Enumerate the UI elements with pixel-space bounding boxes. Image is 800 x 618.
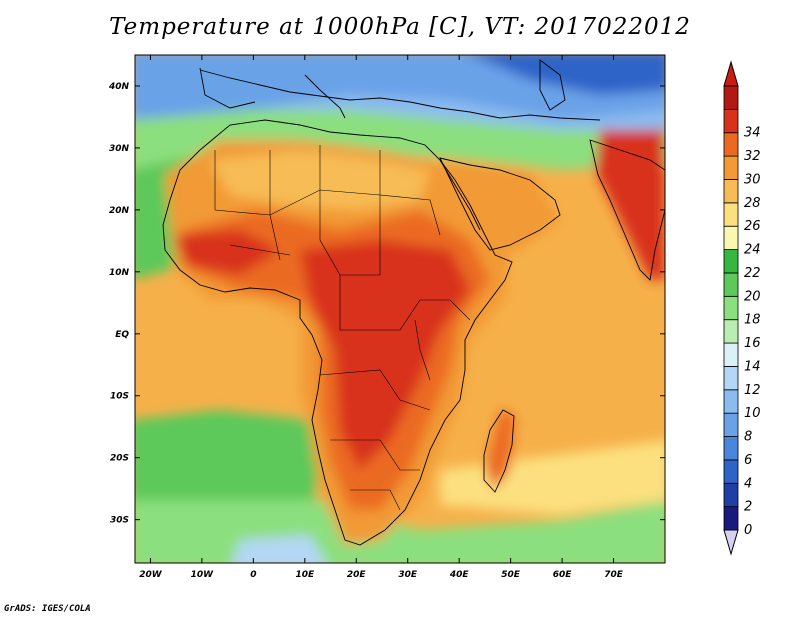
colorbar-label: 30	[744, 172, 761, 187]
colorbar-segment	[723, 295, 739, 321]
x-tick-label: 20E	[347, 570, 367, 580]
x-tick-label: 0	[250, 570, 256, 580]
madagascar-coastline	[483, 409, 515, 493]
colorbar-segment	[723, 366, 739, 391]
colorbar-label: 26	[744, 219, 761, 234]
x-tick-label: 10E	[295, 570, 315, 580]
axis-ticks: 20W 10W 0 10E 20E 30E 40E 50E 60E 70E 40N 30N 20N 10N…	[108, 55, 665, 580]
border-line	[414, 319, 431, 381]
y-tick-label: 30S	[110, 516, 129, 526]
caspian-coastline	[539, 59, 566, 111]
italy-coastline	[304, 74, 346, 119]
border-line	[229, 244, 291, 256]
colorbar-label: 28	[744, 196, 761, 211]
y-tick-label: 10N	[109, 268, 130, 278]
x-tick-label: 30E	[398, 570, 418, 580]
x-tick-label: 60E	[553, 570, 573, 580]
y-tick-label: EQ	[115, 330, 129, 340]
x-tick-label: 20W	[139, 570, 163, 580]
colorbar-segment	[723, 412, 739, 437]
colorbar-under-arrow	[723, 529, 739, 556]
colorbar-segment	[723, 249, 739, 274]
colorbar-segment	[723, 108, 739, 134]
y-tick-label: 20N	[109, 206, 130, 216]
colorbar-segment	[723, 506, 739, 531]
colorbar-label: 24	[744, 243, 761, 258]
x-tick-label: 10W	[191, 570, 215, 580]
border-line	[339, 275, 471, 331]
colorbar-segment	[723, 272, 739, 297]
y-tick-label: 40N	[108, 82, 130, 92]
colorbar-segment	[723, 459, 739, 484]
colorbar-label: 10	[744, 406, 761, 421]
arabia-coastline	[439, 157, 561, 251]
cold-northeast-dark	[471, 55, 665, 95]
borders	[214, 145, 471, 511]
colorbar-segment	[723, 436, 739, 461]
y-tick-label: 30N	[109, 144, 130, 154]
colorbar-segment	[723, 202, 739, 227]
colorbar-over-arrow	[723, 60, 739, 87]
coastlines	[162, 59, 665, 546]
colorbar-label: 12	[744, 383, 761, 398]
map-field	[135, 55, 665, 563]
madagascar-warm	[485, 410, 515, 490]
y-tick-label: 10S	[110, 392, 129, 402]
colorbar-segment	[723, 482, 739, 508]
arabia-warm	[440, 160, 560, 250]
y-tick-label: 20S	[110, 454, 129, 464]
border-line	[330, 439, 420, 471]
india-coastline	[589, 139, 665, 281]
colorbar-label: 34	[744, 126, 761, 141]
colorbar-segment	[723, 389, 739, 414]
south-ocean-blue	[232, 535, 326, 563]
iberia-coastline	[199, 67, 256, 109]
credit-text: GrADS: IGES/COLA	[4, 604, 91, 614]
colorbar-label: 18	[744, 313, 761, 328]
colorbar-label: 2	[744, 500, 752, 515]
temperate-band-north	[135, 110, 665, 170]
border-line	[350, 489, 401, 511]
europe-coastline	[199, 69, 601, 121]
colorbar-segment	[723, 319, 739, 344]
x-tick-label: 50E	[501, 570, 521, 580]
colorbar-label: 0	[744, 523, 752, 538]
indian-ocean-yellow	[440, 440, 665, 515]
colorbar-segment	[723, 132, 739, 157]
colorbar-segment	[723, 342, 739, 367]
colorbar-segment	[723, 155, 739, 180]
red-sea-line	[439, 159, 481, 231]
x-tick-label: 70E	[604, 570, 624, 580]
border-line	[319, 369, 431, 411]
sahel-hot	[175, 230, 280, 275]
colorbar-label: 20	[744, 289, 761, 304]
colorbar-segment	[723, 179, 739, 204]
colorbar-segment	[723, 225, 739, 250]
colorbar-label: 16	[744, 336, 761, 351]
colorbar-label: 4	[744, 476, 752, 491]
india-hot	[595, 130, 665, 280]
colorbar-label: 32	[744, 149, 761, 164]
plot-frame	[134, 54, 666, 564]
colorbar-label: 14	[744, 359, 761, 374]
colorbar-segment	[723, 85, 739, 110]
colorbar-label: 6	[744, 453, 752, 468]
x-tick-label: 40E	[449, 570, 470, 580]
colorbar-label: 22	[744, 266, 761, 281]
border-line	[269, 150, 281, 261]
map-title: Temperature at 1000hPa [C], VT: 20170220…	[109, 14, 691, 40]
africa-hottest	[300, 240, 470, 470]
africa-coastline	[162, 119, 513, 546]
border-line	[379, 194, 441, 236]
temperature-map: 20W 10W 0 10E 20E 30E 40E 50E 60E 70E 40N 30N 20N 10N…	[108, 54, 761, 580]
colorbar-label: 8	[744, 430, 752, 445]
